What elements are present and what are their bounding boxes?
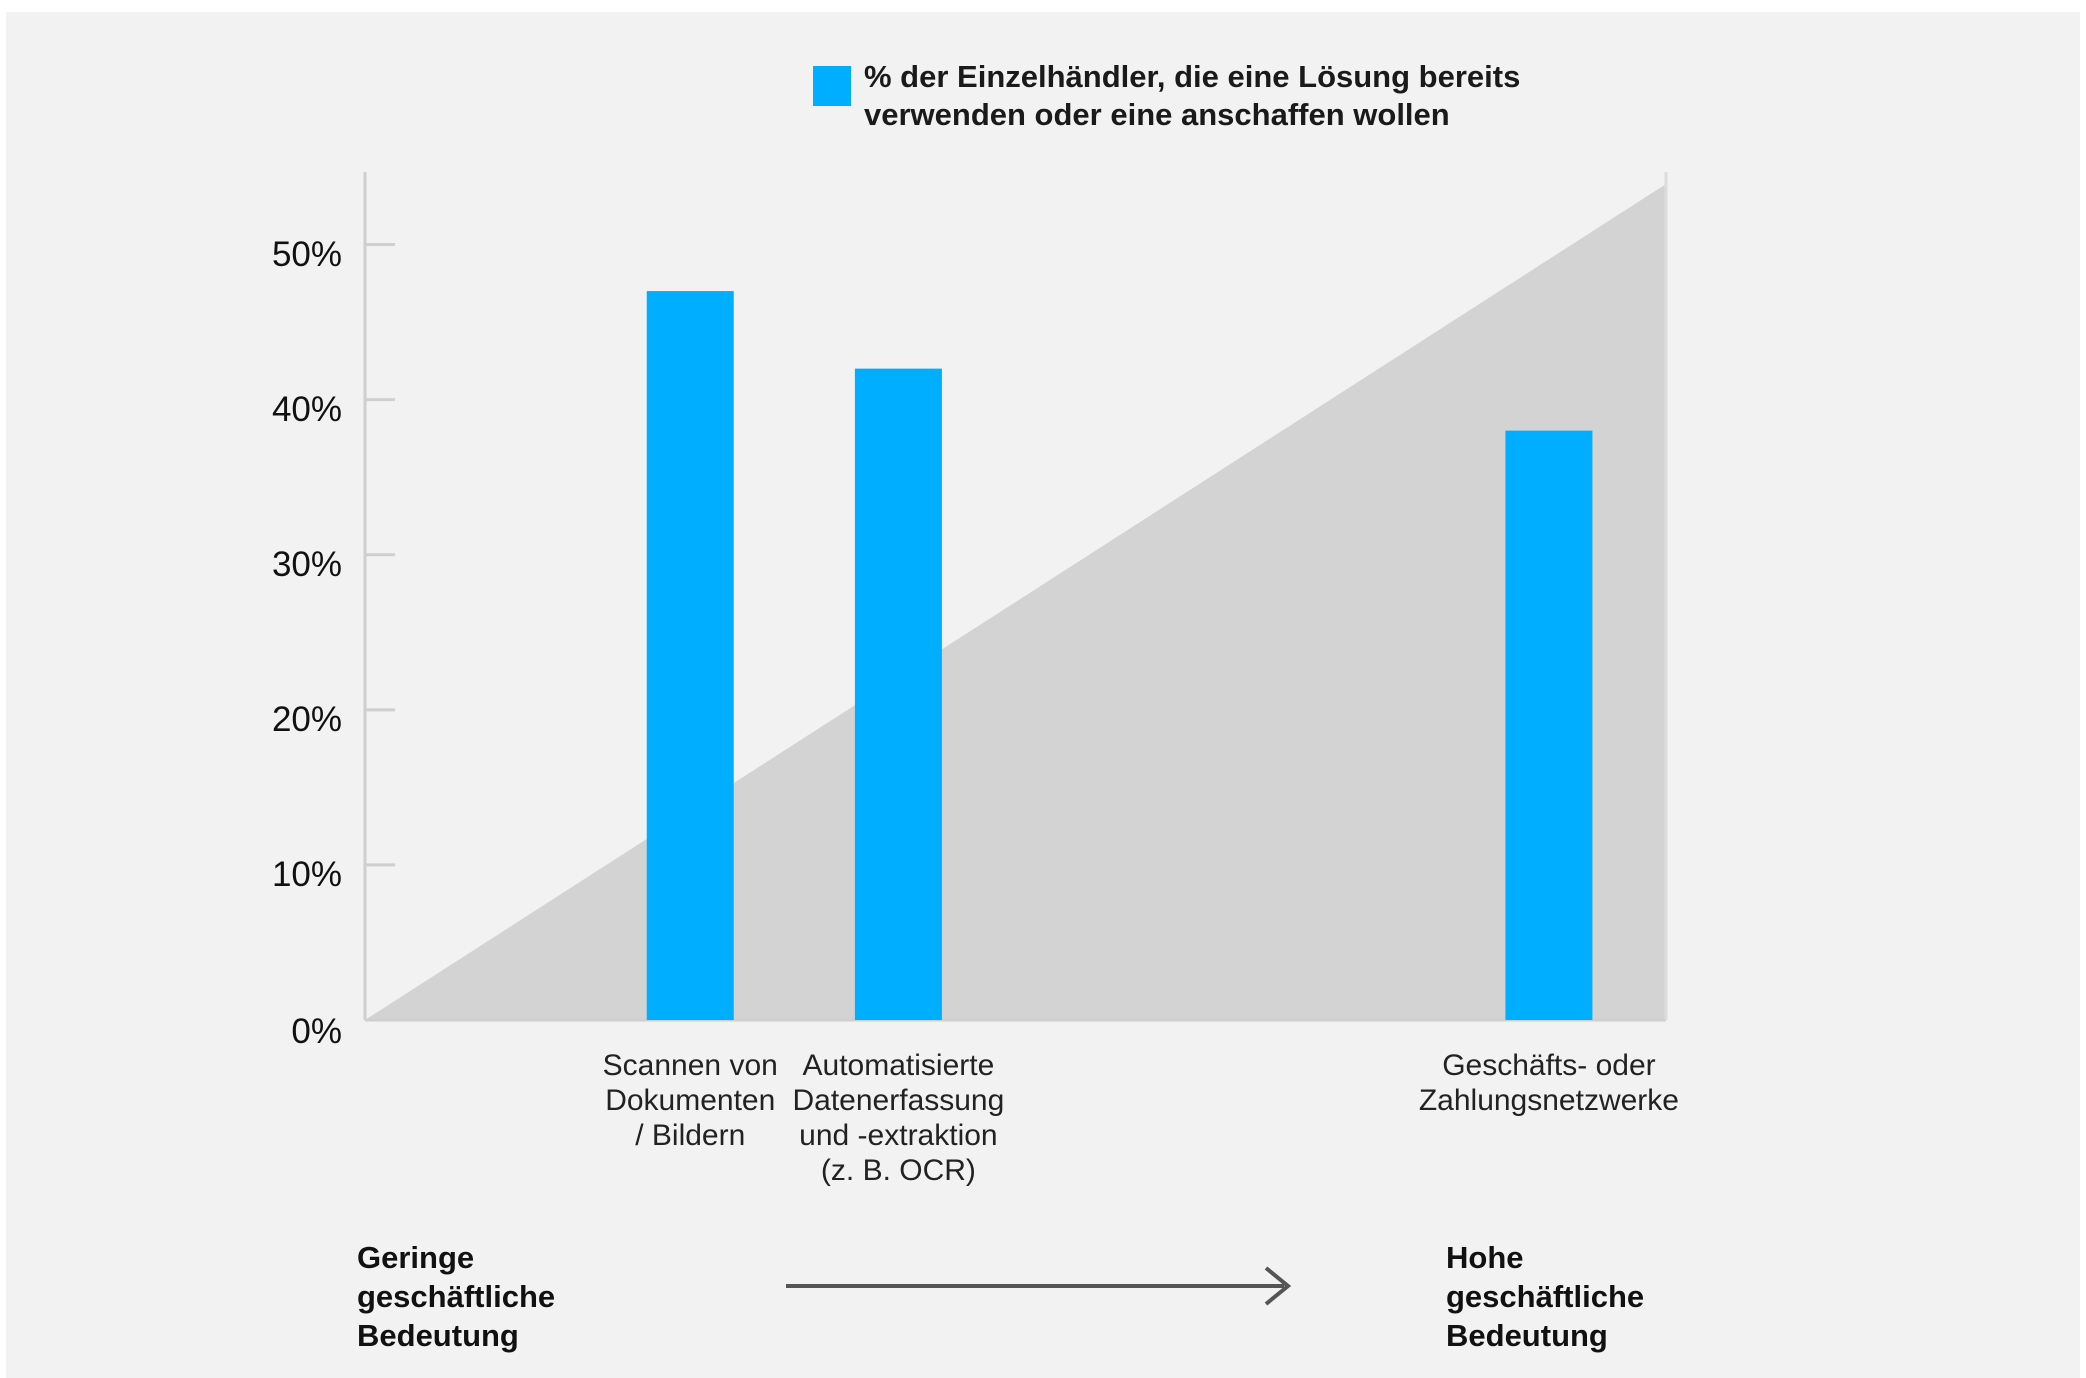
x-tick-label-line: Geschäfts- oder [1399, 1048, 1699, 1083]
y-tick-label: 0% [222, 1012, 342, 1052]
y-tick-label: 20% [222, 700, 342, 740]
x-tick-label-line: Zahlungsnetzwerke [1399, 1083, 1699, 1118]
importance-arrow-icon [786, 1268, 1288, 1304]
high-importance-label: Hohe geschäftliche Bedeutung [1446, 1238, 1644, 1355]
high-importance-line: geschäftliche [1446, 1277, 1644, 1316]
high-importance-line: Hohe [1446, 1238, 1644, 1277]
y-tick-label: 10% [222, 855, 342, 895]
x-tick-label-line: Datenerfassung [748, 1083, 1048, 1118]
bar [1505, 431, 1592, 1020]
y-tick-label: 30% [222, 545, 342, 585]
y-tick-label: 40% [222, 390, 342, 430]
x-tick-label-line: (z. B. OCR) [748, 1153, 1048, 1188]
y-tick-marks [365, 245, 395, 865]
importance-triangle [365, 184, 1666, 1020]
x-tick-label-line: und -extraktion [748, 1118, 1048, 1153]
low-importance-line: Geringe [357, 1238, 555, 1277]
bar [647, 291, 734, 1020]
y-tick-label: 50% [222, 235, 342, 275]
legend-swatch [813, 66, 851, 106]
x-tick-label-line: Automatisierte [748, 1048, 1048, 1083]
x-tick-label: Automatisierte Datenerfassung und -extrakt… [748, 1048, 1048, 1188]
high-importance-line: Bedeutung [1446, 1316, 1644, 1355]
legend-label: % der Einzelhändler, die eine Lösung ber… [864, 58, 1624, 134]
x-tick-label: Geschäfts- oder Zahlungsnetzwerke [1399, 1048, 1699, 1118]
low-importance-line: Bedeutung [357, 1316, 555, 1355]
low-importance-line: geschäftliche [357, 1277, 555, 1316]
low-importance-label: Geringe geschäftliche Bedeutung [357, 1238, 555, 1355]
bar [855, 369, 942, 1020]
